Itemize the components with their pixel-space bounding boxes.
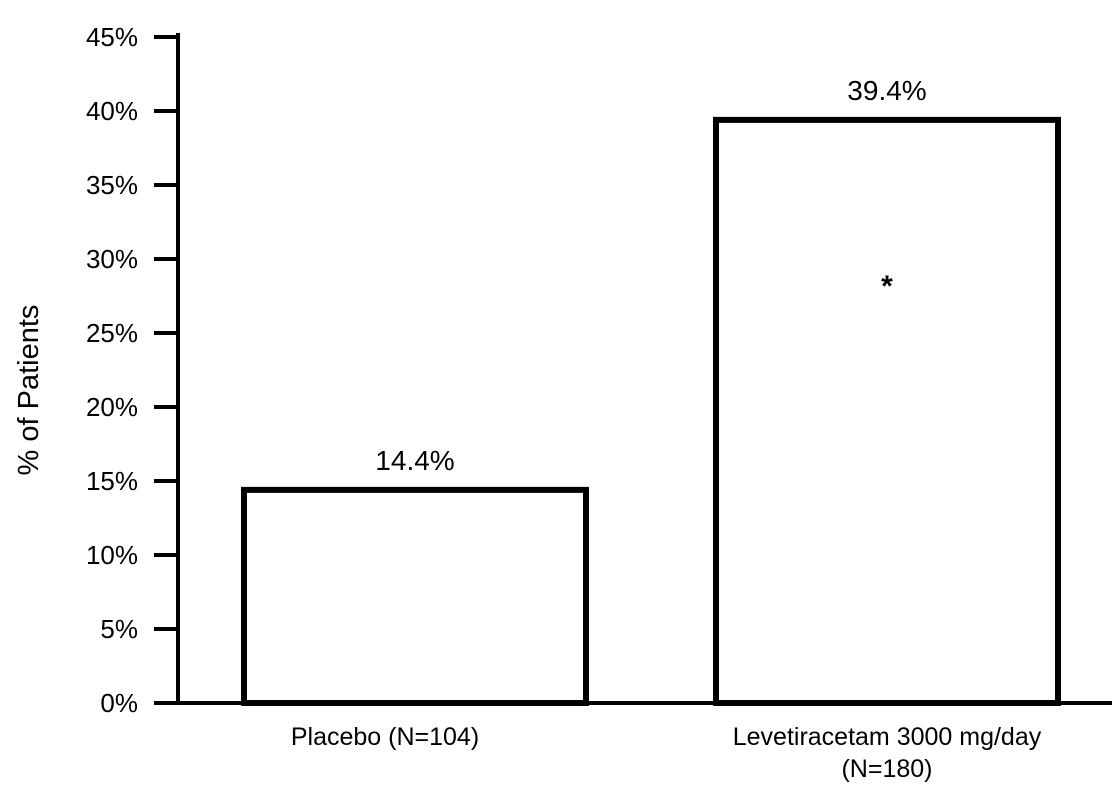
- y-tick-label: 15%: [86, 466, 138, 496]
- y-tick-label: 40%: [86, 96, 138, 126]
- bar: [713, 116, 1061, 706]
- y-tick-label: 30%: [86, 244, 138, 274]
- bar: [241, 486, 589, 706]
- x-tick-label: Levetiracetam 3000 mg/day: [733, 723, 1042, 751]
- y-tick-label: 25%: [86, 318, 138, 348]
- y-axis-ticks: 0% 5% 10% 15% 20% 25% 30% 35% 40% 45%: [86, 22, 178, 718]
- y-tick-label: 35%: [86, 170, 138, 200]
- y-tick-label: 45%: [86, 22, 138, 52]
- bars: *: [241, 116, 1061, 706]
- y-axis-label-group: % of Patients: [13, 305, 45, 476]
- y-tick-label: 20%: [86, 392, 138, 422]
- value-labels: 14.4% 39.4%: [375, 75, 926, 476]
- y-axis-label: % of Patients: [13, 305, 45, 476]
- significance-marker: *: [881, 270, 893, 303]
- data-label: 39.4%: [847, 75, 926, 106]
- y-tick-label: 5%: [100, 614, 138, 644]
- data-label: 14.4%: [375, 445, 454, 476]
- y-tick-label: 10%: [86, 540, 138, 570]
- category-labels: Placebo (N=104) Levetiracetam 3000 mg/day…: [291, 723, 1042, 783]
- axes: [176, 33, 1112, 705]
- x-tick-label: Placebo (N=104): [291, 723, 479, 751]
- y-tick-label: 0%: [100, 688, 138, 718]
- x-tick-label: (N=180): [841, 755, 932, 783]
